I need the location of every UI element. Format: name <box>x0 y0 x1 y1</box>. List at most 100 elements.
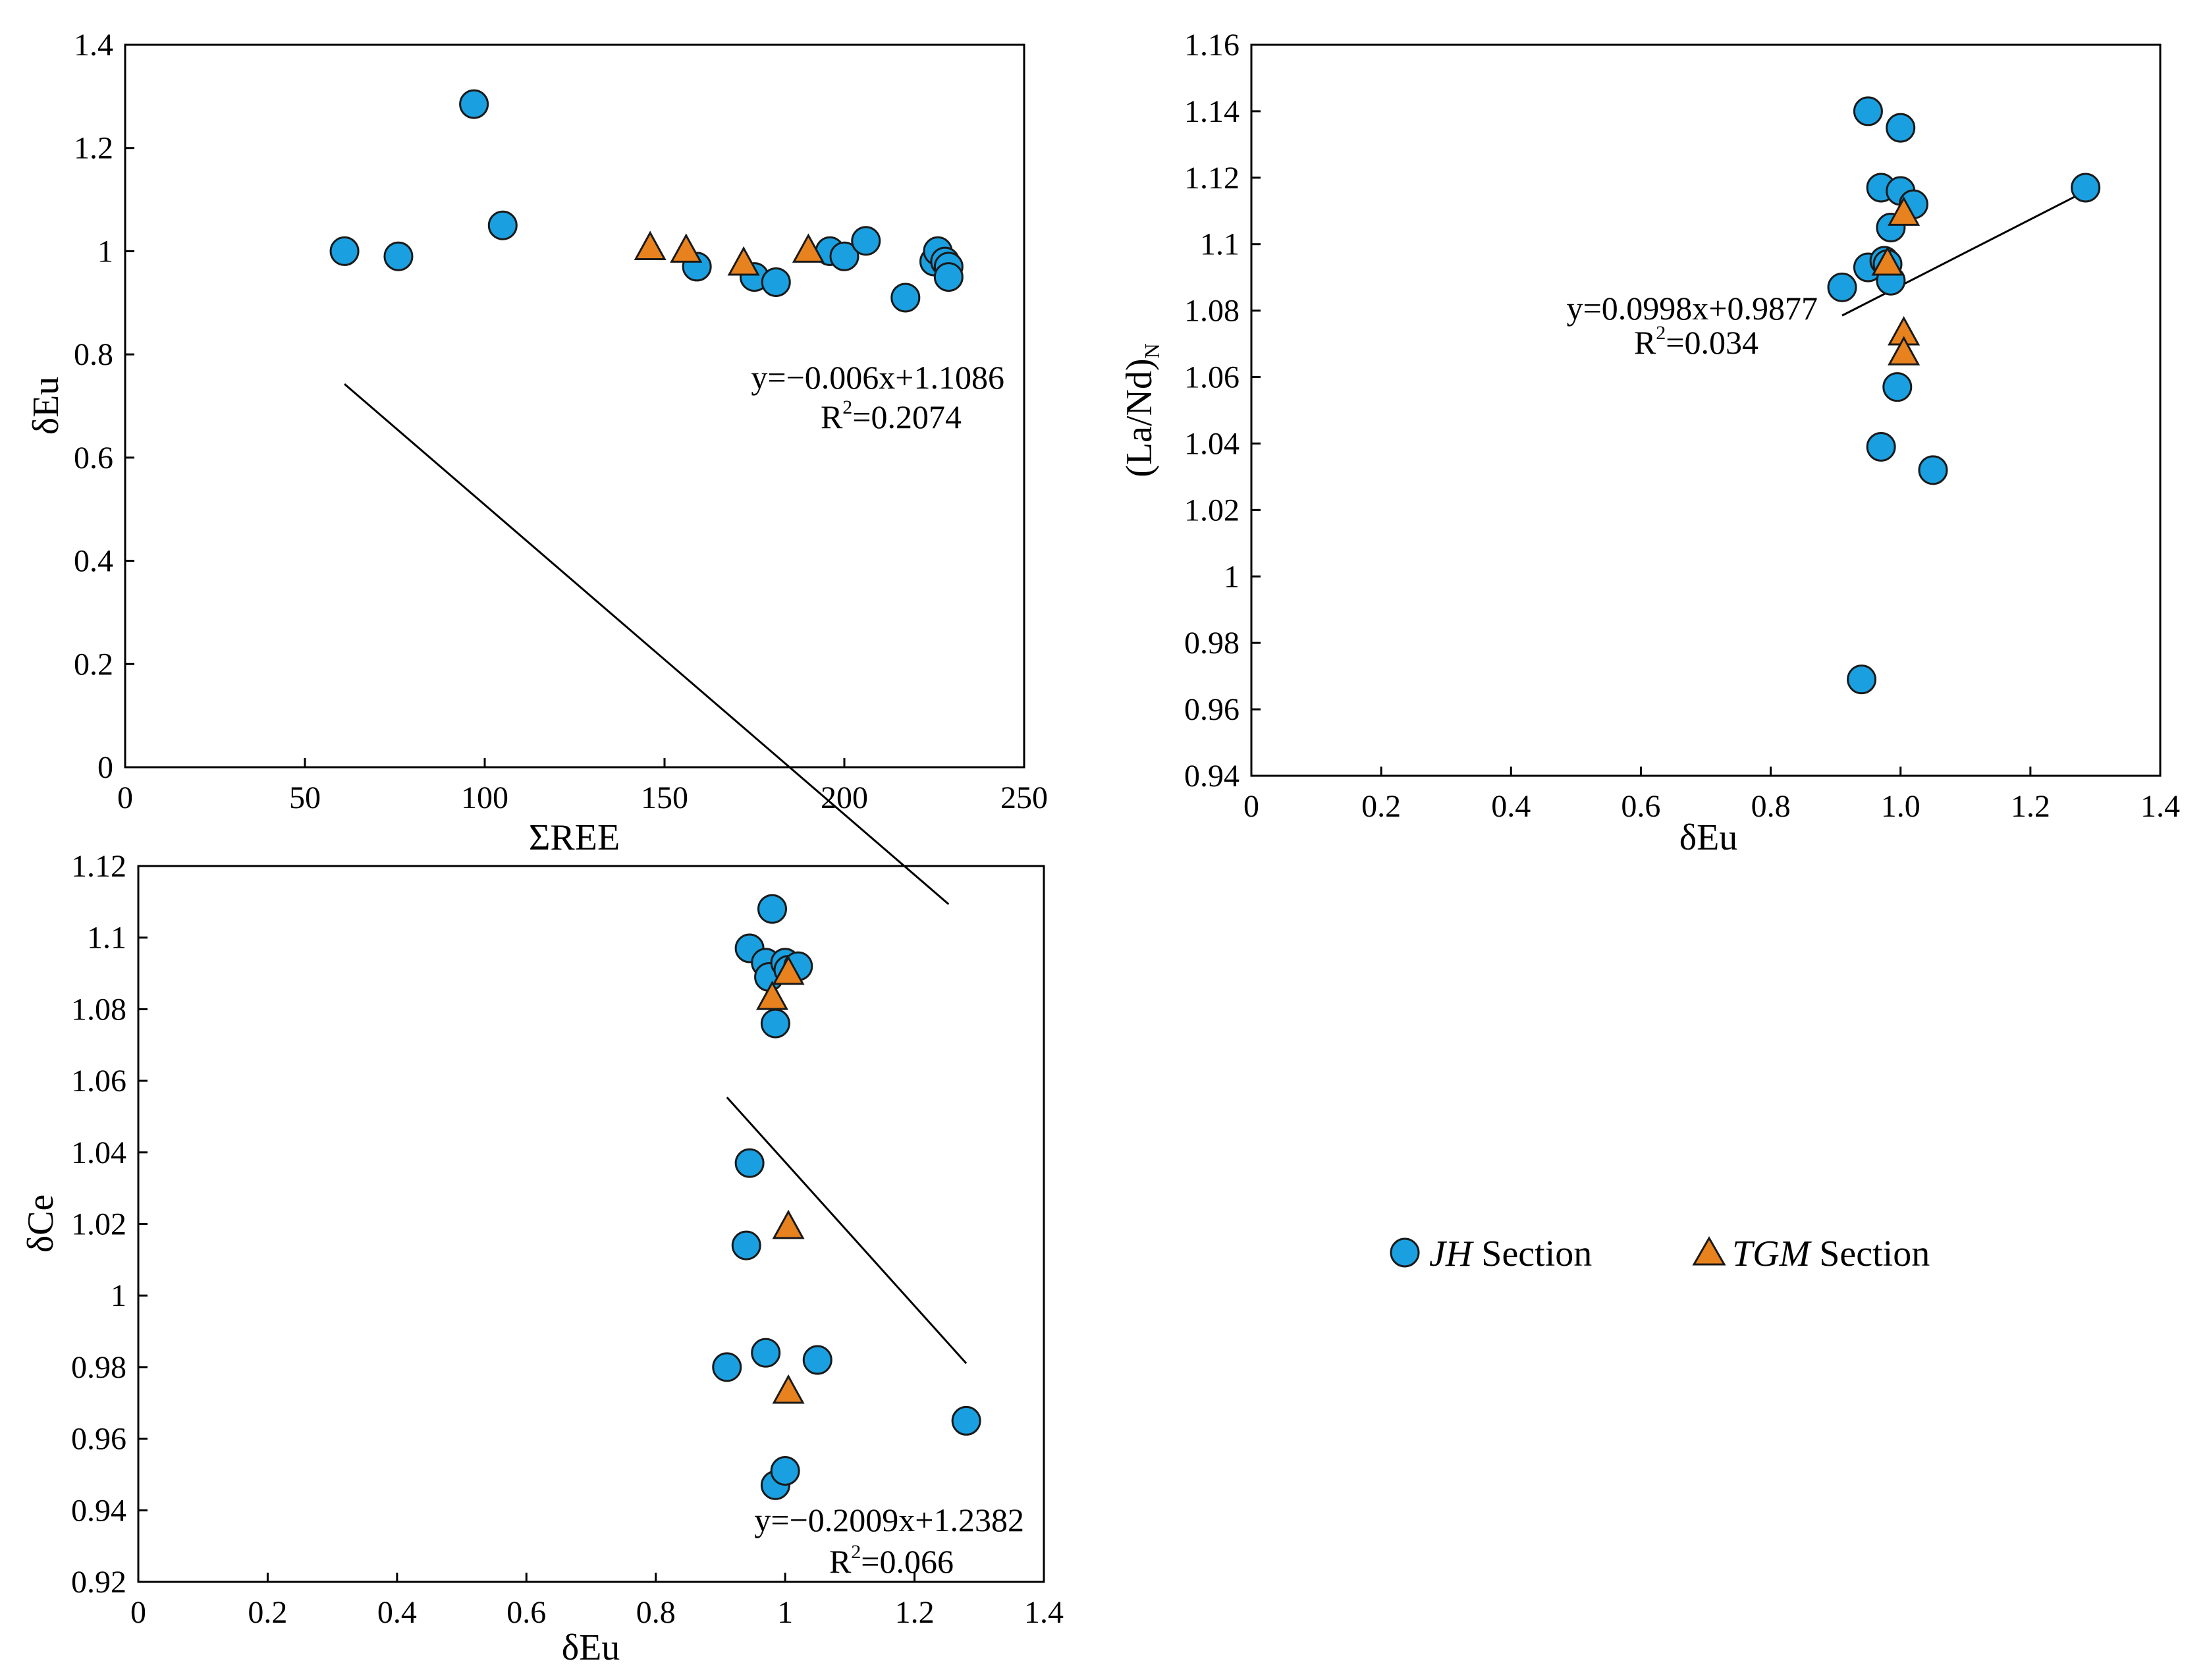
y-axis-label-subscript: N <box>1140 343 1164 358</box>
regression-equation: y=−0.2009x+1.2382 <box>754 1502 1024 1538</box>
tgm-section-point <box>727 246 760 276</box>
y-tick-label: 1.08 <box>71 992 126 1027</box>
legend-circle-marker <box>1390 1237 1420 1268</box>
x-tick-label: 0 <box>130 1595 146 1630</box>
legend-item-tgm: TGM Section <box>1692 1233 1930 1274</box>
trendline <box>344 383 950 906</box>
y-tick-label: 1 <box>1224 559 1240 594</box>
tgm-section-point <box>772 1209 805 1239</box>
plot-area-frame <box>124 43 1025 769</box>
chart-panel-eu-vs-ce: 0 0.2 0.4 0.6 0.8 1 1.2 1.4 0.92 0.94 0.96 0.98 1 1.… <box>20 849 1064 1668</box>
legend-label-jh: JH Section <box>1429 1233 1592 1274</box>
x-axis-label: δEu <box>562 1627 620 1668</box>
y-tick-label: 0.2 <box>74 647 113 682</box>
y-tick-label: 0.98 <box>1184 626 1240 661</box>
data-points <box>1827 96 2101 695</box>
jh-section-point <box>851 226 881 256</box>
x-tick-label: 100 <box>461 780 508 815</box>
legend-label-tgm: TGM Section <box>1732 1233 1930 1274</box>
y-tick-label: 1.04 <box>71 1135 126 1170</box>
plot-area-frame <box>137 865 1045 1583</box>
jh-section-point <box>731 1230 761 1260</box>
y-tick-label: 1.02 <box>71 1207 126 1242</box>
x-tick-label: 1.2 <box>2011 789 2050 824</box>
jh-section-point <box>829 241 859 271</box>
y-axis-ticks: 0.92 0.94 0.96 0.98 1 1.02 1.04 1.06 1.08 1.1 1.12 <box>71 849 148 1600</box>
data-points <box>712 894 981 1500</box>
chart-panel-sree-vs-eu: 0 50 100 150 200 250 0 0.2 0.4 0.6 0.8 1 1.2 1.4 ΣRE… <box>26 28 1048 906</box>
y-tick-label: 1.14 <box>1184 94 1240 129</box>
x-axis-label: δEu <box>1679 817 1738 858</box>
chart-panel-eu-vs-la-nd: 0 0.2 0.4 0.6 0.8 1.0 1.2 1.4 0.94 0.96 0.98 1 1.02… <box>1119 28 2180 858</box>
x-tick-label: 150 <box>641 780 688 815</box>
y-tick-label: 0.96 <box>71 1422 126 1457</box>
y-axis-ticks: 0.94 0.96 0.98 1 1.02 1.04 1.06 1.08 1.1 1.12 1.14… <box>1184 28 1261 794</box>
y-tick-label: 1 <box>97 234 113 269</box>
y-tick-label: 1.12 <box>1184 161 1240 196</box>
jh-section-point <box>890 283 921 313</box>
tgm-section-point <box>755 980 789 1010</box>
jh-section-point <box>459 89 489 119</box>
y-tick-label: 1 <box>111 1278 126 1313</box>
jh-section-point <box>1847 664 1877 695</box>
jh-section-point <box>760 1008 790 1039</box>
tgm-section-point <box>670 233 703 263</box>
x-tick-label: 1.4 <box>2140 789 2180 824</box>
y-tick-label: 1.2 <box>74 131 113 166</box>
legend: JH Section TGM Section <box>1390 1233 1930 1274</box>
y-tick-label: 1.12 <box>71 849 126 884</box>
x-tick-label: 0 <box>117 780 133 815</box>
x-tick-label: 1.4 <box>1024 1595 1064 1630</box>
y-tick-label: 1.08 <box>1184 294 1240 329</box>
y-tick-label: 1.4 <box>74 28 113 63</box>
y-axis-ticks: 0 0.2 0.4 0.6 0.8 1 1.2 1.4 <box>74 28 134 785</box>
x-axis-ticks: 0 50 100 150 200 250 <box>117 758 1048 815</box>
regression-equation: y=0.0998x+0.9877 <box>1567 290 1818 327</box>
y-tick-label: 1.1 <box>1200 227 1240 262</box>
y-tick-label: 0.96 <box>1184 692 1240 727</box>
jh-section-point <box>1918 455 1948 485</box>
jh-section-point <box>757 894 787 924</box>
x-tick-label: 50 <box>289 780 321 815</box>
y-tick-label: 1.02 <box>1184 493 1240 528</box>
jh-section-point <box>770 1456 800 1486</box>
y-axis-label: (La/Nd)N <box>1119 343 1164 477</box>
y-tick-label: 0.4 <box>74 544 113 579</box>
legend-item-jh: JH Section <box>1390 1233 1592 1274</box>
tgm-section-point <box>634 230 667 261</box>
trendline <box>1841 190 2086 317</box>
x-tick-label: 250 <box>1000 780 1048 815</box>
y-tick-label: 1.1 <box>87 921 126 956</box>
x-tick-label: 0.2 <box>1361 789 1401 824</box>
y-tick-label: 1.06 <box>1184 360 1240 395</box>
x-tick-label: 0.4 <box>377 1595 417 1630</box>
x-tick-label: 0.2 <box>248 1595 287 1630</box>
r-squared-label: R2=0.034 <box>1634 322 1758 361</box>
legend-triangle-marker <box>1692 1235 1726 1266</box>
x-tick-label: 1 <box>777 1595 793 1630</box>
plot-area-frame <box>1250 43 2162 777</box>
x-tick-label: 1.2 <box>895 1595 935 1630</box>
y-axis-label: δEu <box>26 377 67 435</box>
x-axis-ticks: 0 0.2 0.4 0.6 0.8 1.0 1.2 1.4 <box>1243 767 2180 824</box>
x-tick-label: 0.8 <box>636 1595 676 1630</box>
y-tick-label: 0.94 <box>71 1493 126 1528</box>
y-tick-label: 0.6 <box>74 441 113 475</box>
tgm-section-point <box>1871 246 1904 276</box>
jh-section-point <box>1866 432 1896 462</box>
x-axis-label: ΣREE <box>529 817 620 858</box>
jh-section-point <box>1827 272 1857 302</box>
tgm-section-point <box>792 233 825 263</box>
regression-equation: y=−0.006x+1.1086 <box>751 359 1004 396</box>
y-tick-label: 1.04 <box>1184 426 1240 461</box>
x-tick-label: 1.0 <box>1881 789 1921 824</box>
jh-section-point <box>1882 372 1913 402</box>
r-squared-label: R2=0.2074 <box>821 396 962 435</box>
jh-section-point <box>751 1338 781 1368</box>
r-squared-superscript: 2 <box>842 396 852 418</box>
jh-section-point <box>1886 113 1916 143</box>
y-tick-label: 0.8 <box>74 337 113 372</box>
r-squared-label: R2=0.066 <box>829 1541 954 1580</box>
tgm-section-point <box>1888 336 1921 366</box>
x-tick-label: 0.6 <box>506 1595 546 1630</box>
